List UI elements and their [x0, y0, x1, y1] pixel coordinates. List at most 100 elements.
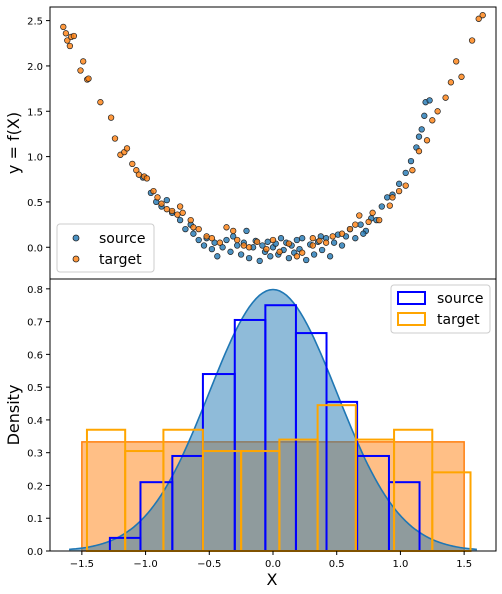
scatter-point-source	[190, 230, 197, 237]
scatter-point-target	[395, 187, 403, 195]
histogram-x-axis-label: X	[267, 570, 278, 589]
scatter-point-source	[378, 203, 385, 210]
scatter-point-source	[227, 248, 234, 255]
scatter-y-tick-label: 1.5	[27, 107, 43, 118]
histogram-y-tick-label: 0.3	[27, 449, 43, 460]
scatter-point-target	[216, 239, 224, 246]
scatter-point-target	[174, 211, 181, 218]
scatter-point-target	[293, 253, 301, 260]
scatter-point-source	[195, 236, 202, 244]
scatter-point-target	[154, 194, 161, 201]
scatter-point-target	[352, 221, 359, 228]
histogram-legend: source target	[390, 284, 491, 334]
scatter-point-target	[70, 32, 78, 40]
histogram-legend-target-label: target	[437, 312, 480, 328]
scatter-point-target	[389, 194, 396, 201]
scatter-point-target	[223, 224, 230, 231]
histogram-y-tick-label: 0.5	[27, 383, 43, 394]
scatter-point-source	[418, 126, 425, 133]
scatter-point-source	[330, 239, 338, 246]
scatter-point-source	[299, 235, 306, 242]
scatter-point-target	[195, 225, 202, 233]
scatter-points	[60, 12, 486, 265]
scatter-point-target	[458, 73, 465, 80]
scatter-point-target	[230, 227, 237, 235]
scatter-point-target	[179, 209, 186, 216]
scatter-point-target	[80, 58, 87, 65]
scatter-point-target	[322, 239, 330, 246]
scatter-point-target	[429, 117, 436, 124]
histogram-y-tick-label: 0.0	[27, 547, 43, 558]
scatter-legend-target-marker	[72, 255, 80, 263]
scatter-point-target	[329, 233, 336, 240]
scatter-point-target	[158, 200, 165, 207]
scatter-point-target	[338, 230, 346, 237]
histogram-x-tick-label: 1.5	[456, 559, 472, 570]
scatter-y-tick-label: 2.0	[27, 62, 43, 73]
histogram-y-tick-label: 0.2	[27, 481, 43, 492]
scatter-point-target	[64, 37, 71, 44]
scatter-y-tick-label: 1.0	[27, 153, 43, 164]
scatter-point-source	[426, 97, 433, 104]
scatter-point-target	[415, 148, 423, 155]
scatter-point-target	[77, 67, 84, 74]
scatter-y-tick-label: 0.5	[27, 198, 43, 209]
scatter-point-source	[237, 251, 245, 258]
histogram-y-tick-label: 0.7	[27, 318, 43, 329]
scatter-point-source	[223, 236, 230, 244]
scatter-point-target	[309, 235, 316, 242]
normal-density-curve	[69, 288, 477, 551]
scatter-point-target	[129, 160, 136, 168]
histogram-x-tick-label: 0.5	[329, 559, 345, 570]
scatter-point-target	[276, 248, 283, 255]
scatter-point-target	[475, 15, 482, 22]
scatter-point-target	[97, 99, 104, 106]
scatter-point-target	[479, 12, 486, 19]
scatter-point-target	[168, 207, 176, 215]
scatter-point-source	[407, 157, 415, 165]
scatter-point-target	[245, 244, 253, 251]
histogram-legend-target-swatch	[397, 312, 426, 326]
scatter-point-source	[352, 235, 359, 242]
scatter-legend-target-label: target	[99, 252, 142, 268]
scatter-point-source	[293, 236, 301, 244]
scatter-point-target	[402, 182, 409, 189]
scatter-point-source	[384, 194, 391, 201]
scatter-point-target	[60, 23, 67, 31]
scatter-point-source	[200, 242, 208, 249]
scatter-point-target	[111, 135, 119, 142]
scatter-point-target	[365, 218, 372, 226]
histogram-x-tick-label: 1.0	[392, 559, 408, 570]
scatter-point-source	[267, 253, 274, 260]
scatter-point-target	[163, 206, 170, 213]
histogram-y-tick-label: 0.8	[27, 285, 43, 296]
scatter-point-target	[299, 249, 306, 256]
scatter-point-source	[219, 244, 226, 251]
scatter-point-target	[447, 79, 455, 86]
scatter-point-target	[150, 187, 157, 195]
scatter-point-target	[143, 175, 151, 182]
scatter-point-target	[66, 42, 74, 50]
normal-density-fill	[69, 289, 477, 551]
scatter-point-source	[318, 246, 326, 254]
scatter-point-target	[423, 137, 431, 144]
scatter-point-target	[135, 171, 143, 178]
scatter-point-source	[277, 235, 285, 242]
scatter-point-target	[176, 203, 184, 210]
normal-density-area	[69, 288, 477, 551]
scatter-point-target	[253, 238, 261, 245]
scatter-point-target	[269, 236, 277, 244]
scatter-point-source	[303, 256, 310, 264]
scatter-point-source	[285, 254, 293, 262]
histogram-y-tick-label: 0.4	[27, 416, 43, 427]
scatter-point-source	[360, 230, 367, 237]
scatter-y-axis-label: y = f(X)	[4, 112, 23, 174]
histogram-panel: −1.5 −1.0 −0.5 0.0 0.5 1.0 1.5 0.0 0.1 0.2 0.3 0.4…	[4, 278, 497, 589]
scatter-point-target	[386, 202, 393, 209]
scatter-point-source	[421, 112, 428, 119]
scatter-point-target	[190, 224, 197, 231]
scatter-y-ticks: 0.0 0.5 1.0 1.5 2.0 2.5	[27, 17, 50, 254]
scatter-point-target	[285, 240, 293, 247]
histogram-x-tick-label: −0.5	[197, 559, 221, 570]
